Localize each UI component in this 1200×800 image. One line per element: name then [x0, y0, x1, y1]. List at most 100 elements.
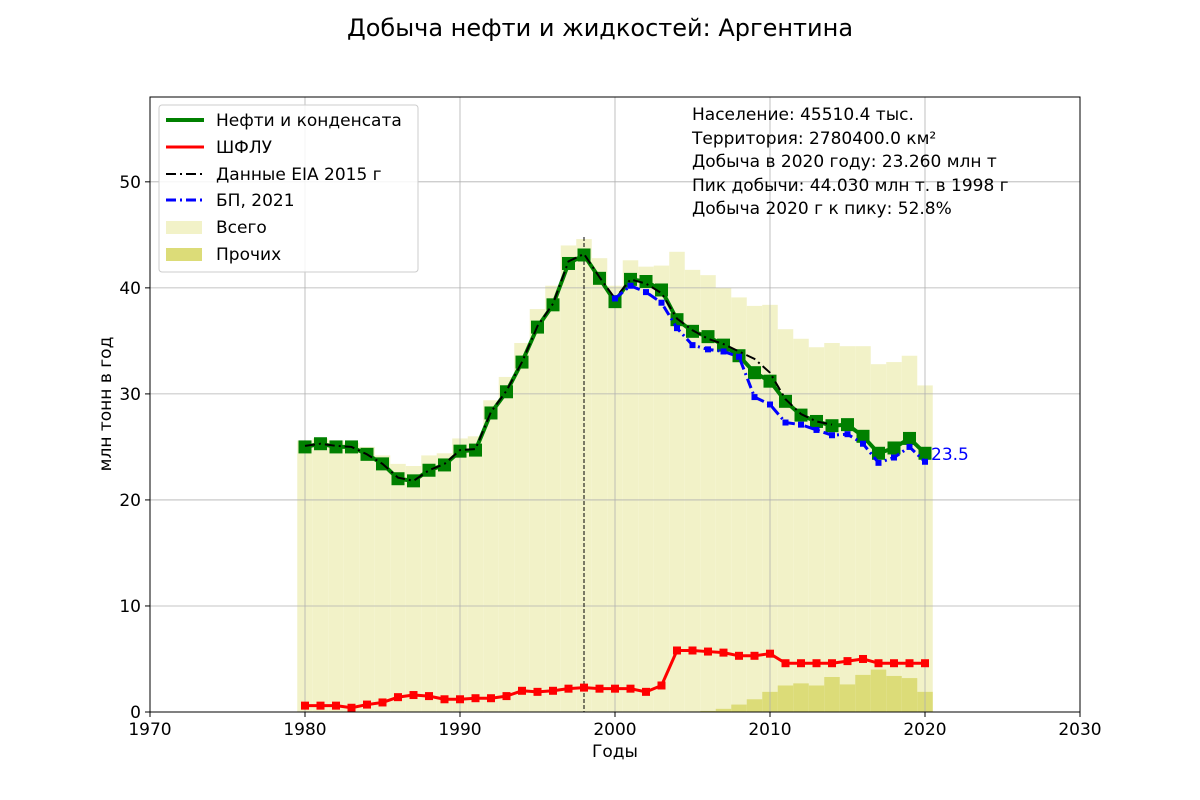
line-ngl-point — [704, 647, 712, 656]
line-bp-point — [736, 353, 742, 360]
line-bp — [614, 284, 927, 465]
line-ngl-point — [611, 684, 619, 693]
bar-total — [328, 440, 344, 712]
bar-total — [653, 265, 670, 712]
bar-other — [870, 669, 887, 712]
line-ngl-point — [471, 694, 480, 703]
bar-total — [901, 355, 918, 712]
bar-total — [467, 436, 484, 712]
line-bp-point — [875, 459, 882, 466]
y-axis: 0 10 20 30 40 50 — [119, 173, 150, 723]
line-ngl-point — [549, 686, 557, 695]
y-tick-label: 40 — [119, 279, 141, 299]
bar-total — [669, 251, 685, 712]
line-bp-point — [705, 346, 711, 353]
line-oil-point — [639, 275, 653, 288]
bar-total — [808, 347, 825, 712]
line-ngl-point — [487, 694, 495, 703]
x-tick-label: 2030 — [1058, 720, 1101, 740]
legend-entry-bp: БП, 2021 — [166, 191, 295, 211]
line-oil-point — [608, 295, 622, 309]
y-tick-label: 0 — [130, 703, 141, 723]
line-oil-point — [748, 366, 761, 380]
x-tick-label: 2000 — [593, 720, 636, 740]
line-ngl-point — [673, 646, 681, 655]
bar-total — [591, 258, 608, 712]
bar-other — [886, 675, 902, 712]
bar-total — [359, 446, 375, 712]
line-bp-point — [829, 432, 835, 439]
bar-other — [824, 677, 840, 712]
line-ngl-point — [456, 695, 464, 704]
bar-total — [390, 463, 406, 712]
line-oil-point — [298, 440, 312, 454]
bar-total — [545, 285, 561, 712]
line-ngl-point — [363, 700, 371, 709]
bar-total — [374, 455, 391, 712]
bar-total — [746, 305, 763, 712]
line-oil-point — [655, 283, 668, 297]
line-ngl-point — [425, 692, 433, 701]
bar-total — [731, 297, 747, 712]
bar-total — [498, 376, 515, 712]
legend-entry-ngl: ШФЛУ — [166, 138, 273, 158]
line-bp-point — [860, 440, 866, 447]
line-oil-point — [329, 440, 343, 454]
line-bp-point — [813, 426, 820, 433]
line-ngl-point — [719, 648, 728, 657]
bar-total — [312, 438, 329, 712]
line-bp-point — [751, 394, 758, 401]
legend-entry-eia: Данные EIA 2015 г — [166, 165, 382, 185]
line-ngl-point — [642, 687, 650, 696]
y-tick-label: 50 — [119, 173, 141, 193]
line-ngl-point — [657, 681, 666, 690]
line-bp-point — [906, 443, 913, 450]
chart-title: Добыча нефти и жидкостей: Аргентина — [347, 14, 853, 42]
legend-entry-total: Всего — [166, 218, 267, 238]
line-ngl-point — [533, 687, 542, 696]
bar-total — [436, 453, 453, 712]
line-bp-point — [612, 295, 618, 302]
line-oil-point — [422, 463, 436, 477]
bar-other — [731, 704, 747, 712]
legend-symbol-other — [166, 248, 202, 261]
line-oil-point — [887, 441, 901, 455]
line-bp-point — [844, 431, 851, 438]
line-ngl-point — [921, 659, 929, 668]
info-population: Население: 45510.4 тыс. — [692, 105, 914, 125]
line-ngl-point — [766, 649, 774, 658]
line-ngl-point — [564, 684, 573, 693]
legend-label-total: Всего — [216, 218, 267, 238]
plot-area: 23.5 — [149, 96, 1081, 713]
line-oil-point — [810, 414, 823, 428]
bar-other — [715, 708, 732, 712]
y-tick-label: 10 — [119, 597, 141, 617]
line-bp-point — [658, 299, 665, 306]
bar-total — [483, 400, 499, 712]
legend-symbol-total — [166, 221, 202, 234]
line-bp-point — [689, 342, 696, 349]
line-oil-point — [469, 443, 482, 457]
line-ngl-point — [347, 703, 356, 712]
line-bp-point — [782, 419, 789, 426]
line-oil-point — [624, 272, 637, 286]
bar-total — [700, 275, 716, 712]
y-tick-label: 20 — [119, 491, 141, 511]
line-ngl-point — [905, 659, 914, 668]
legend-entry-oil: Нефти и конденсата — [166, 111, 402, 131]
line-ngl-point — [580, 683, 588, 692]
line-ngl-point — [750, 651, 759, 660]
line-ngl-point — [735, 651, 743, 660]
line-ngl-point — [409, 691, 418, 700]
bar-other — [901, 678, 918, 712]
line-ngl-point — [781, 659, 790, 668]
y-tick-label: 30 — [119, 385, 141, 405]
bar-total — [622, 260, 639, 712]
line-oil-point — [500, 385, 513, 399]
line-ngl-point — [874, 659, 883, 668]
legend-label-eia: Данные EIA 2015 г — [216, 165, 382, 185]
bar-total — [777, 329, 794, 712]
line-oil-point — [825, 419, 839, 433]
line-oil-point — [438, 458, 451, 472]
